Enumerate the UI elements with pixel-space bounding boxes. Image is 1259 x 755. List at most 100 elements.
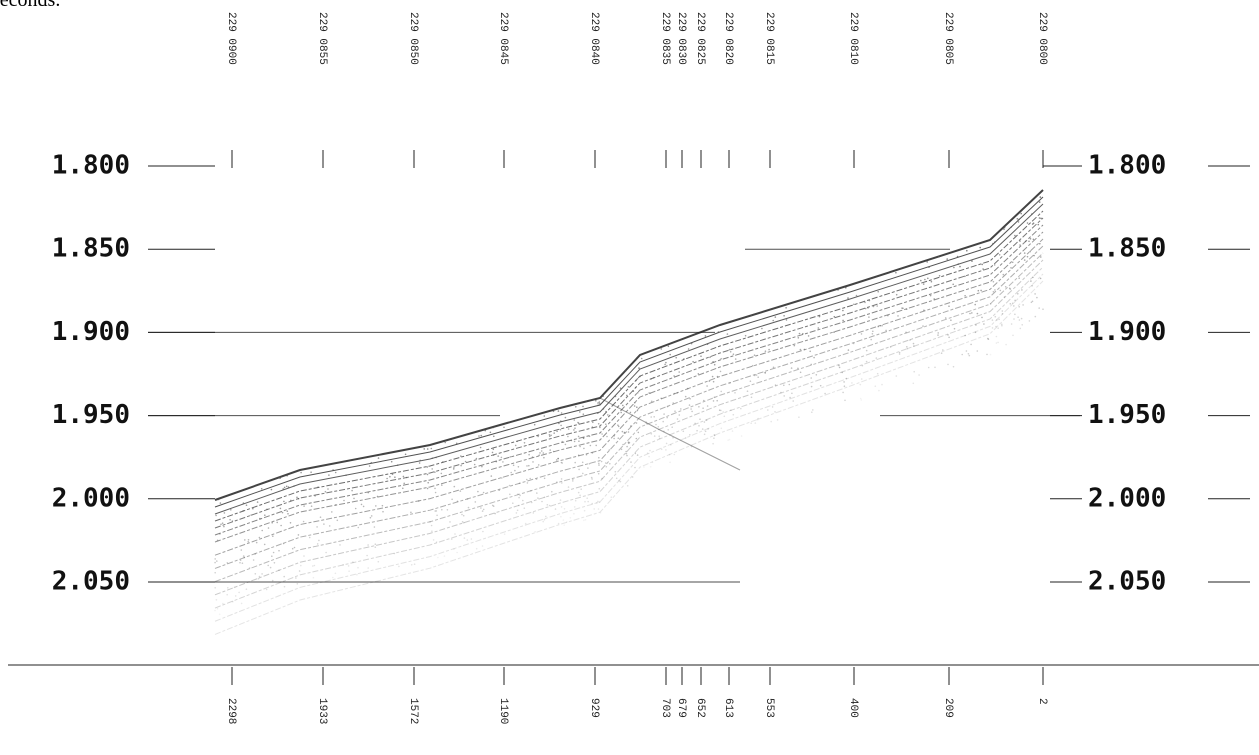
bottom-tick-label: 613 — [722, 698, 734, 718]
speckle — [615, 396, 617, 398]
speckle — [517, 493, 519, 495]
speckle — [284, 586, 286, 588]
top-tick-label: 229 0825 — [694, 12, 706, 65]
speckle — [729, 382, 731, 384]
reflector — [215, 246, 1043, 568]
reflector — [215, 267, 1043, 608]
speckle — [441, 473, 443, 475]
speckle — [808, 335, 810, 337]
speckle — [655, 424, 657, 426]
speckle — [913, 371, 915, 373]
speckle — [560, 425, 562, 427]
speckle — [714, 397, 716, 399]
speckle — [924, 279, 926, 281]
speckle — [851, 382, 853, 384]
speckle — [741, 435, 743, 437]
speckle — [845, 287, 847, 289]
reflector — [215, 281, 1043, 634]
speckle — [294, 547, 296, 549]
speckle — [890, 346, 892, 348]
speckle — [464, 537, 466, 539]
speckle — [646, 423, 648, 425]
speckle — [544, 478, 546, 480]
speckle — [922, 325, 924, 327]
speckle — [561, 412, 563, 414]
speckle — [669, 454, 671, 456]
speckle — [1014, 314, 1016, 316]
speckle — [475, 501, 477, 503]
speckle — [622, 444, 624, 446]
speckle — [720, 391, 722, 393]
speckle — [601, 433, 603, 435]
speckle — [357, 567, 359, 569]
speckle — [270, 567, 272, 569]
speckle — [533, 512, 535, 514]
speckle — [456, 552, 458, 554]
speckle — [560, 420, 562, 422]
speckle — [966, 350, 968, 352]
speckle — [389, 476, 391, 478]
reflector — [215, 197, 1043, 507]
speckle — [374, 526, 376, 528]
speckle — [504, 533, 506, 535]
speckle — [633, 390, 635, 392]
speckle — [298, 534, 300, 536]
speckle — [997, 342, 999, 344]
speckle — [1032, 277, 1034, 279]
speckle — [550, 435, 552, 437]
reflector — [215, 218, 1043, 528]
speckle — [532, 461, 534, 463]
speckle — [436, 515, 438, 517]
speckle — [810, 377, 812, 379]
speckle — [280, 508, 282, 510]
speckle — [1025, 241, 1027, 243]
speckle — [480, 447, 482, 449]
speckle — [456, 443, 458, 445]
speckle — [241, 549, 243, 551]
speckle — [638, 367, 640, 369]
speckle — [896, 375, 898, 377]
speckle — [624, 432, 626, 434]
speckle — [616, 478, 618, 480]
speckle — [497, 455, 499, 457]
speckle — [843, 381, 845, 383]
speckle — [234, 587, 236, 589]
speckle — [348, 570, 350, 572]
speckle — [756, 374, 758, 376]
speckle — [232, 601, 234, 603]
speckle — [382, 505, 384, 507]
speckle — [501, 457, 503, 459]
speckle — [214, 558, 216, 560]
speckle — [547, 504, 549, 506]
speckle — [620, 481, 622, 483]
speckle — [553, 432, 555, 434]
speckle — [476, 548, 478, 550]
speckle — [1019, 240, 1021, 242]
speckle — [1003, 229, 1005, 231]
speckle — [1002, 310, 1004, 312]
speckle — [997, 327, 999, 329]
speckle — [1017, 293, 1019, 295]
speckle — [476, 458, 478, 460]
speckle — [235, 595, 237, 597]
speckle — [638, 432, 640, 434]
speckle — [589, 436, 591, 438]
speckle — [689, 434, 691, 436]
speckle — [1036, 297, 1038, 299]
speckle — [219, 533, 221, 535]
speckle — [529, 478, 531, 480]
speckle — [700, 355, 702, 357]
speckle — [491, 475, 493, 477]
speckle — [667, 406, 669, 408]
speckle — [862, 365, 864, 367]
speckle — [665, 362, 667, 364]
speckle — [992, 243, 994, 245]
reflector — [215, 204, 1043, 514]
speckle — [538, 464, 540, 466]
speckle — [288, 486, 290, 488]
speckle — [1021, 318, 1023, 320]
speckle — [282, 512, 284, 514]
speckle — [1012, 262, 1014, 264]
speckle — [351, 490, 353, 492]
speckle — [332, 577, 334, 579]
